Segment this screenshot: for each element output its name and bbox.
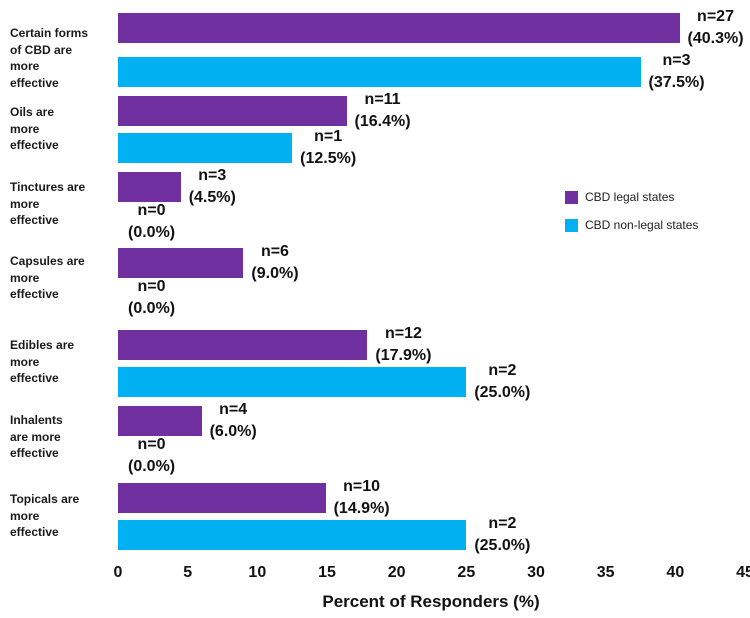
bar-data-label: n=2 (25.0%) [474, 362, 531, 401]
bar-data-label: n=0 (0.0%) [128, 202, 176, 241]
bar-data-label: n=1 (12.5%) [300, 128, 357, 167]
bar-data-label: n=0 (0.0%) [128, 436, 176, 475]
legend-label: CBD legal states [585, 190, 675, 204]
legend-swatch-icon [565, 190, 578, 204]
bar-data-label: n=11 (16.4%) [354, 91, 411, 130]
bar-data-label: n=27 (40.3%) [687, 8, 744, 47]
legend-item: CBD non-legal states [565, 218, 698, 232]
legend-item: CBD legal states [565, 190, 698, 204]
bar-non-legal [118, 367, 467, 397]
category-label: Oils are more effective [10, 105, 59, 152]
x-tick-label: 35 [596, 564, 615, 581]
bar-data-label: n=0 (0.0%) [128, 278, 176, 317]
category-label: Inhalents are more effective [10, 413, 63, 460]
x-tick-label: 15 [318, 564, 336, 581]
bar-data-label: n=12 (17.9%) [375, 325, 432, 364]
category-label: Capsules are more effective [10, 254, 85, 301]
bar-legal [118, 330, 368, 360]
bar-legal [118, 483, 326, 513]
bar-legal [118, 172, 181, 202]
bar-non-legal [118, 57, 641, 87]
bar-legal [118, 13, 680, 43]
bar-data-label: n=4 (6.0%) [209, 401, 257, 440]
x-tick-label: 5 [183, 564, 193, 581]
bar-data-label: n=10 (14.9%) [333, 478, 390, 517]
legend-label: CBD non-legal states [585, 218, 699, 232]
x-tick-label: 25 [457, 564, 476, 581]
category-label: Topicals are more effective [10, 492, 80, 539]
category-label: Edibles are more effective [10, 338, 75, 385]
bar-legal [118, 406, 202, 436]
bar-non-legal [118, 133, 293, 163]
bar-data-label: n=2 (25.0%) [474, 515, 531, 554]
legend: CBD legal states CBD non-legal states [565, 190, 698, 246]
x-tick-label: 10 [248, 564, 267, 581]
x-axis-title: Percent of Responders (%) [322, 592, 540, 611]
bar-data-label: n=6 (9.0%) [251, 243, 299, 282]
category-label: Certain forms of CBD are more effective [10, 26, 89, 90]
x-tick-label: 30 [527, 564, 545, 581]
bar-legal [118, 96, 347, 126]
bar-data-label: n=3 (4.5%) [188, 167, 236, 206]
bar-data-label: n=3 (37.5%) [648, 52, 705, 91]
x-tick-label: 45 [736, 564, 750, 581]
bar-legal [118, 248, 244, 278]
bar-non-legal [118, 520, 467, 550]
x-tick-label: 0 [113, 564, 123, 581]
legend-swatch-icon [565, 218, 578, 232]
x-tick-label: 20 [387, 564, 406, 581]
category-label: Tinctures are more effective [10, 180, 86, 227]
x-tick-label: 40 [666, 564, 685, 581]
